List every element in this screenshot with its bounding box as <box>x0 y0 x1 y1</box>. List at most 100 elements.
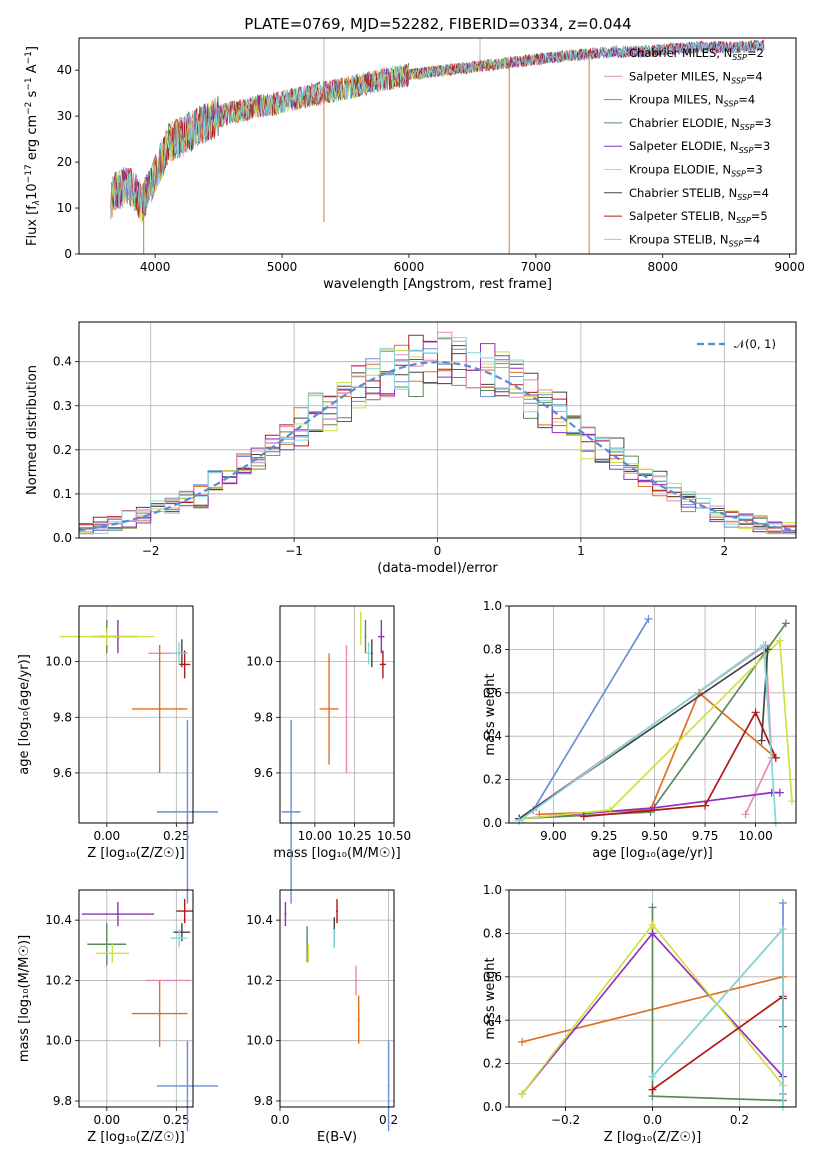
legend-entry: Kroupa STELIB, NSSP=4 <box>629 232 760 248</box>
x-tick-label: −0.2 <box>551 1113 580 1127</box>
series-marker <box>759 641 768 650</box>
axes-frame <box>78 605 194 824</box>
series-marker <box>606 805 615 814</box>
x-axis-label: E(B-V) <box>317 1130 357 1145</box>
x-tick-label: 10.25 <box>337 829 371 843</box>
axes-frame <box>279 889 395 1108</box>
legend-entry: Salpeter ELODIE, NSSP=3 <box>629 139 770 155</box>
data-point <box>161 652 164 655</box>
y-tick-label: 0.4 <box>483 729 502 743</box>
series-marker <box>775 788 784 797</box>
x-tick-label: 10.00 <box>298 829 332 843</box>
data-point <box>387 1084 390 1087</box>
y-axis-label: mass weight <box>483 673 498 755</box>
data-point <box>364 635 367 638</box>
x-tick-label: 0.25 <box>163 1113 190 1127</box>
x-tick-label: 8000 <box>647 260 678 274</box>
y-tick-label: 30 <box>57 109 72 123</box>
x-tick-label: 0.0 <box>643 1113 662 1127</box>
x-tick-label: 9000 <box>774 260 805 274</box>
y-tick-label: 0.0 <box>53 531 72 545</box>
y-tick-label: 10.0 <box>246 1034 273 1048</box>
y-tick-label: 20 <box>57 155 72 169</box>
y-tick-label: 9.8 <box>53 1094 72 1108</box>
axes-frame <box>78 889 194 1108</box>
weight-vs-age-panel: 9.00 9.25 9.50 9.75 10.00 0.0 0.2 0.4 0.6 0.8 1.0 a… <box>483 599 797 861</box>
y-tick-label: 0.2 <box>483 773 502 787</box>
y-axis-label: Normed distribution <box>25 365 40 495</box>
series-marker <box>757 736 766 745</box>
y-tick-label: 0.1 <box>53 487 72 501</box>
mass-vs-EBV-panel: 0.0 0.29.810.010.210.4E(B-V) <box>246 889 398 1145</box>
legend-entry: Kroupa ELODIE, NSSP=3 <box>629 163 763 179</box>
data-point <box>381 663 384 666</box>
data-point <box>116 913 119 916</box>
x-tick-label: 4000 <box>140 260 171 274</box>
y-tick-label: 10.2 <box>246 973 273 987</box>
series-line <box>519 791 780 820</box>
x-tick-label: 0.00 <box>93 1113 120 1127</box>
x-tick-label: 10.50 <box>377 829 411 843</box>
axes-frame <box>279 605 395 824</box>
series-line <box>523 638 793 820</box>
y-tick-label: 10.0 <box>45 1034 72 1048</box>
legend-entry: Chabrier STELIB, NSSP=4 <box>629 186 769 202</box>
y-tick-label: 9.6 <box>254 766 273 780</box>
y-tick-label: 0.6 <box>483 970 502 984</box>
data-point <box>105 943 108 946</box>
series-marker <box>751 708 760 717</box>
x-axis-label: Z [log₁₀(Z/Z☉)] <box>87 846 184 861</box>
y-tick-label: 0.8 <box>483 642 502 656</box>
y-tick-label: 0.6 <box>483 686 502 700</box>
y-tick-label: 9.8 <box>254 1094 273 1108</box>
residual-histogram <box>79 336 796 535</box>
y-tick-label: 9.8 <box>254 710 273 724</box>
y-tick-label: 40 <box>57 63 72 77</box>
y-tick-label: 9.6 <box>53 766 72 780</box>
x-axis-label: wavelength [Angstrom, rest frame] <box>323 277 552 292</box>
data-point <box>336 910 338 913</box>
x-tick-label: 9.00 <box>540 829 567 843</box>
y-tick-label: 10.4 <box>45 913 72 927</box>
data-point <box>284 913 287 916</box>
legend-entry: Chabrier MILES, NSSP=2 <box>629 46 764 62</box>
data-point <box>367 652 370 655</box>
y-tick-label: 0.2 <box>483 1057 502 1071</box>
legend-entry: Salpeter STELIB, NSSP=5 <box>629 209 768 225</box>
x-tick-label: −1 <box>285 544 303 558</box>
residuals-panel: −2 −1 0 1 2 0.0 0.1 0.2 0.3 0.4 (data-model)/error… <box>25 321 797 576</box>
series-line <box>532 618 650 811</box>
x-tick-label: 0.25 <box>163 829 190 843</box>
x-tick-label: 6000 <box>394 260 425 274</box>
age-vs-mass-panel: 10.00 10.25 10.50 9.6 9.8 10.0 mass [log₁₀(M/M… <box>246 605 411 904</box>
series-marker <box>518 1037 527 1046</box>
data-point <box>111 952 114 955</box>
y-axis-label: mass weight <box>483 957 498 1039</box>
y-tick-label: 10.2 <box>45 973 72 987</box>
y-tick-label: 0.3 <box>53 399 72 413</box>
data-point <box>370 652 373 655</box>
series-marker <box>648 920 657 929</box>
legend-entry: Chabrier ELODIE, NSSP=3 <box>629 116 771 132</box>
series-marker <box>781 619 790 628</box>
series-line <box>519 622 787 820</box>
series-marker <box>701 801 710 810</box>
x-tick-label: 9.25 <box>591 829 618 843</box>
y-tick-label: 0.8 <box>483 926 502 940</box>
data-point <box>359 627 362 630</box>
spectrum-panel: 4000 5000 6000 7000 8000 9000 0 10 20 30 40 wavelen… <box>24 37 805 292</box>
x-tick-label: 10.00 <box>738 829 772 843</box>
series-marker <box>775 636 784 645</box>
series-marker <box>644 615 653 624</box>
series-marker <box>648 1085 657 1094</box>
y-tick-label: 10 <box>57 201 72 215</box>
figure-title: PLATE=0769, MJD=52282, FIBERID=0334, z=0… <box>244 15 631 33</box>
x-axis-label: Z [log₁₀(Z/Z☉)] <box>87 1130 184 1145</box>
x-tick-label: 9.50 <box>641 829 668 843</box>
data-point <box>290 810 293 813</box>
x-tick-label: 1 <box>577 544 585 558</box>
x-axis-label: age [log₁₀(age/yr)] <box>592 846 713 861</box>
data-point <box>180 931 183 934</box>
y-tick-label: 9.8 <box>53 710 72 724</box>
x-tick-label: 0.00 <box>93 829 120 843</box>
